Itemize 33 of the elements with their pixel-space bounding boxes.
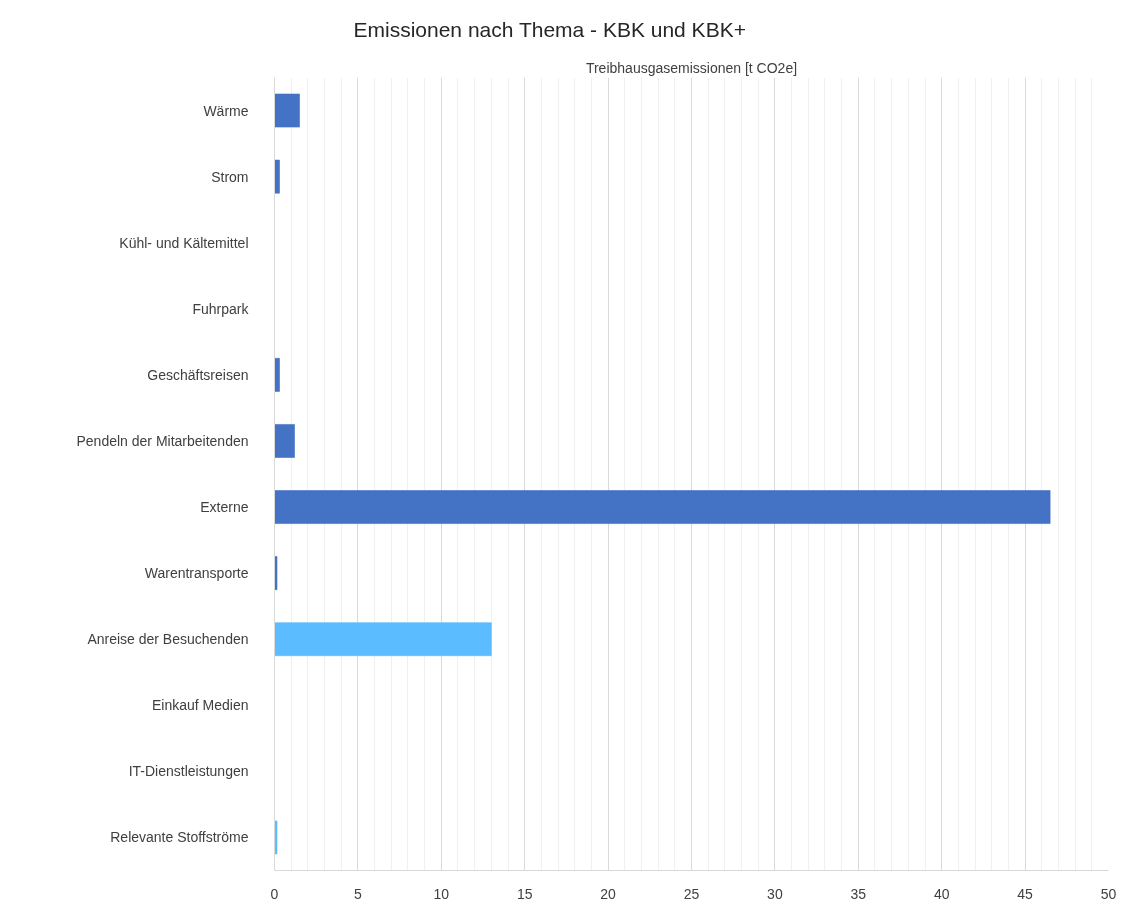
y-tick-label: Kühl- und Kältemittel [119,234,249,251]
y-tick-label: Wärme [203,102,249,119]
bar [274,93,301,128]
y-tick-label: Warentransporte [144,565,249,582]
x-tick-label: 40 [933,885,950,902]
chart-title: Emissionen nach Thema - KBK und KBK+ [353,17,746,41]
x-tick-label: 30 [767,885,783,902]
y-tick-label: Anreise der Besuchenden [87,631,249,648]
x-tick-label: 10 [433,885,450,902]
x-tick-label: 20 [600,885,617,902]
x-tick-label: 15 [516,885,533,902]
y-tick-label: Strom [211,168,249,185]
y-tick-label: Fuhrpark [192,300,250,317]
x-tick-label: 0 [270,885,279,902]
x-axis-title: Treibhausgasemissionen [t CO2e] [585,59,798,76]
y-tick-label: Externe [200,499,249,516]
bar [274,556,278,591]
y-tick-label: Einkauf Medien [152,697,249,714]
x-tick-label: 25 [683,885,700,902]
bar [274,423,296,458]
x-tick-label: 5 [354,885,363,902]
y-tick-label: Pendeln der Mitarbeitenden [76,432,249,449]
x-tick-label: 50 [1100,885,1117,902]
bar [274,622,492,657]
y-tick-label: Relevante Stoffströme [110,829,249,846]
bar [274,357,280,392]
x-tick-label: 35 [850,885,867,902]
bar [274,159,280,194]
x-tick-label: 45 [1017,885,1034,902]
bar [274,820,278,855]
bar [274,490,1051,525]
y-tick-label: IT-Dienstleistungen [128,763,249,780]
y-tick-label: Geschäftsreisen [147,366,249,383]
